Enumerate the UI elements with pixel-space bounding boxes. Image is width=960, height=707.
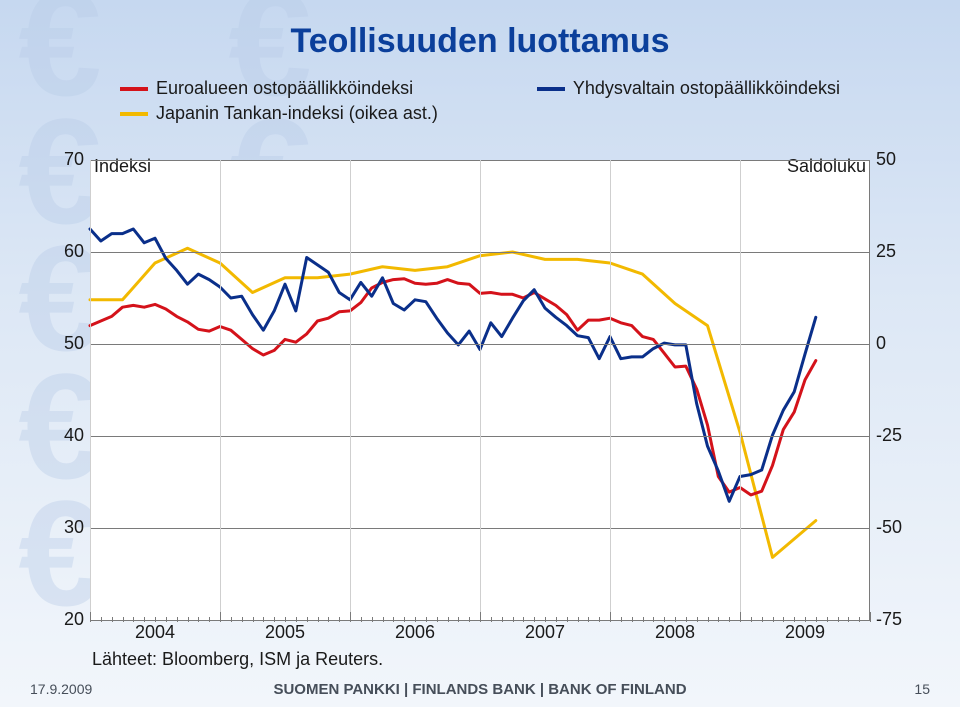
legend-item-euro: Euroalueen ostopäällikköindeksi: [120, 78, 413, 99]
legend: Euroalueen ostopäällikköindeksi Yhdysval…: [120, 78, 840, 128]
plot-area: 706050403020 50250-25-50-75 Indeksi Sald…: [90, 160, 870, 620]
footer-org: SUOMEN PANKKI | FINLANDS BANK | BANK OF …: [30, 681, 930, 698]
x-axis: 200420052006200720082009: [90, 622, 870, 646]
legend-label-us: Yhdysvaltain ostopäällikköindeksi: [573, 78, 840, 99]
legend-label-euro: Euroalueen ostopäällikköindeksi: [156, 78, 413, 99]
y-axis-left: 706050403020: [40, 160, 90, 620]
legend-swatch-japan: [120, 112, 148, 116]
legend-item-japan: Japanin Tankan-indeksi (oikea ast.): [120, 103, 438, 124]
legend-swatch-us: [537, 87, 565, 91]
chart-canvas: Indeksi Saldoluku: [90, 160, 870, 620]
source-text: Lähteet: Bloomberg, ISM ja Reuters.: [92, 649, 383, 670]
legend-item-us: Yhdysvaltain ostopäällikköindeksi: [537, 78, 840, 99]
slide: €€€€€ €€€€€ Teollisuuden luottamus Euroa…: [0, 0, 960, 707]
page-title: Teollisuuden luottamus: [0, 22, 960, 61]
footer: 17.9.2009 SUOMEN PANKKI | FINLANDS BANK …: [30, 681, 930, 697]
legend-swatch-euro: [120, 87, 148, 91]
legend-label-japan: Japanin Tankan-indeksi (oikea ast.): [156, 103, 438, 124]
y-axis-right: 50250-25-50-75: [870, 160, 920, 620]
